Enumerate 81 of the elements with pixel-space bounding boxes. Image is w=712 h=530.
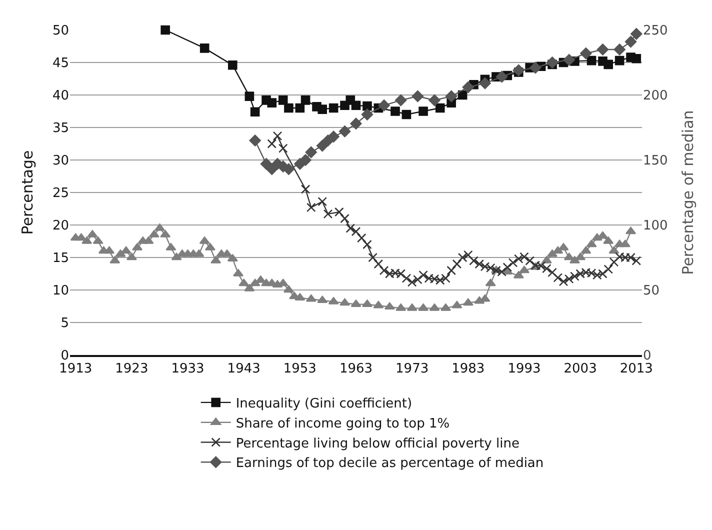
point <box>305 146 317 158</box>
legend-label: Earnings of top decile as percentage of median <box>236 456 544 472</box>
x-tick-label: 2003 <box>564 361 597 376</box>
point <box>300 154 312 166</box>
point <box>435 103 445 113</box>
point <box>350 118 362 130</box>
point <box>479 77 491 90</box>
point <box>596 44 609 56</box>
point <box>632 54 642 64</box>
point <box>351 100 361 110</box>
point <box>328 103 338 113</box>
y2-tick-label: 200 <box>643 88 668 104</box>
y2-tick-label: 100 <box>643 218 668 234</box>
y-tick-label: 10 <box>52 284 69 299</box>
y2-axis-title: Percentage of median <box>678 110 697 275</box>
point <box>338 126 351 138</box>
point <box>266 163 278 175</box>
y-tick-label: 15 <box>52 251 69 266</box>
legend-label: Share of income going to top 1% <box>236 416 450 432</box>
point <box>580 48 592 60</box>
point <box>362 101 372 111</box>
y-tick-label: 20 <box>52 218 69 234</box>
point <box>249 134 261 146</box>
y-tick-label: 5 <box>60 316 69 332</box>
y2-tick-label: 50 <box>643 284 660 299</box>
point <box>200 44 210 53</box>
point <box>418 106 428 116</box>
point <box>563 54 575 66</box>
point <box>624 36 637 48</box>
x-tick-label: 1953 <box>283 361 316 376</box>
point <box>614 44 626 56</box>
legend-label: Inequality (Gini coefficient) <box>236 396 412 412</box>
point <box>614 56 624 66</box>
point <box>318 104 327 114</box>
point <box>412 90 424 102</box>
point <box>267 98 277 108</box>
point <box>462 81 474 94</box>
y2-tick-label: 0 <box>643 348 652 364</box>
y-tick-label: 40 <box>52 88 69 104</box>
x-tick-label: 1963 <box>339 361 373 376</box>
y-tick-label: 45 <box>52 56 69 72</box>
x-tick-label: 1983 <box>452 361 485 376</box>
x-tick-label: 1973 <box>396 361 429 376</box>
point <box>630 28 642 40</box>
point <box>445 90 458 102</box>
legend-label: Percentage living below official poverty line <box>236 436 520 452</box>
x-tick-label: 1943 <box>227 361 260 376</box>
point <box>284 103 294 113</box>
point <box>390 106 400 116</box>
y-tick-label: 25 <box>52 186 69 202</box>
point <box>428 94 440 106</box>
point <box>228 60 238 70</box>
x-tick-label: 1913 <box>59 361 92 376</box>
point <box>395 94 407 106</box>
y-tick-label: 50 <box>52 24 69 39</box>
y-tick-label: 30 <box>52 154 69 169</box>
point <box>244 92 254 101</box>
x-tick-label: 2013 <box>620 361 653 376</box>
y2-tick-label: 250 <box>643 24 668 39</box>
x-tick-label: 1933 <box>171 361 204 376</box>
x-tick-label: 1923 <box>115 361 148 376</box>
point <box>586 56 596 66</box>
y2-tick-label: 150 <box>643 154 668 169</box>
point <box>378 100 390 112</box>
y-tick-label: 0 <box>60 348 69 364</box>
point <box>530 62 542 74</box>
point <box>512 64 524 76</box>
point <box>300 96 310 105</box>
point <box>160 25 170 35</box>
point <box>402 110 412 120</box>
point <box>546 56 558 68</box>
x-tick-label: 1993 <box>508 361 541 376</box>
y-axis-title: Percentage <box>18 150 37 235</box>
point <box>604 60 613 70</box>
point <box>361 108 374 120</box>
point <box>328 130 340 142</box>
point <box>278 96 288 105</box>
point <box>250 107 260 117</box>
point <box>316 140 328 152</box>
y-tick-label: 35 <box>52 121 69 136</box>
point <box>496 70 508 83</box>
